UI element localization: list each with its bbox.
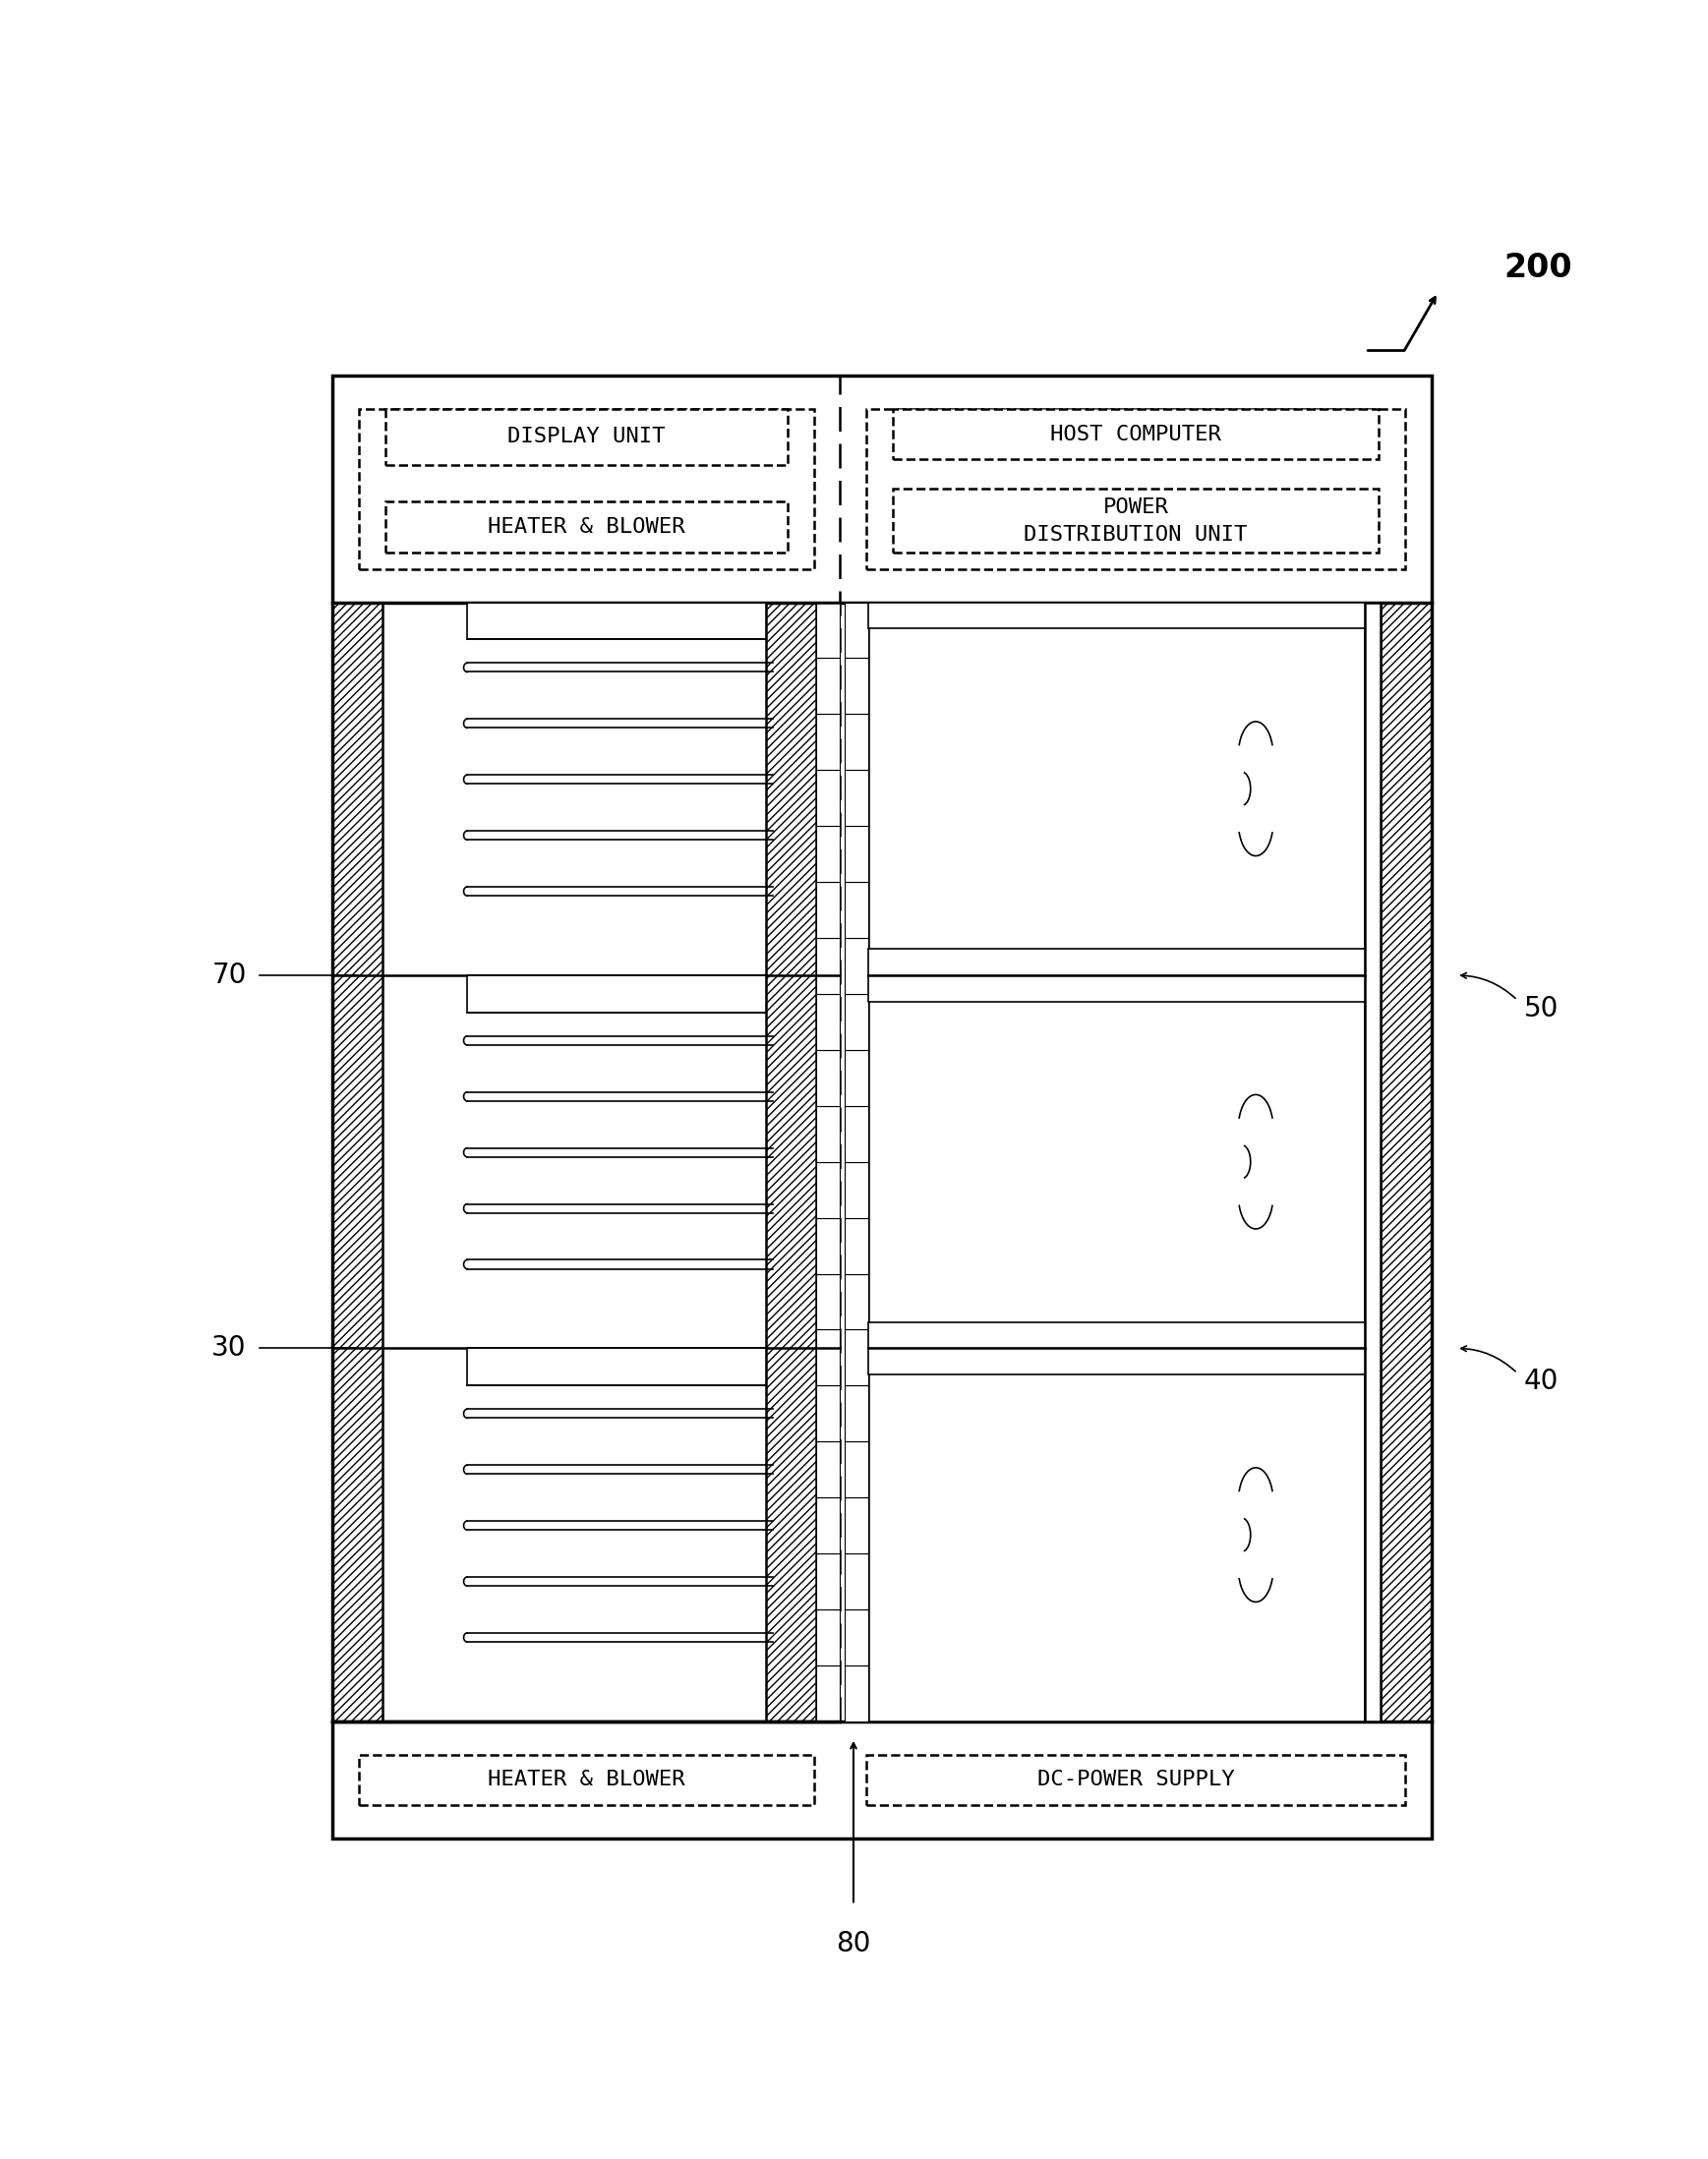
Bar bbox=[333, 376, 1431, 1839]
Bar bbox=[844, 1442, 868, 1498]
Text: 30: 30 bbox=[212, 1334, 246, 1362]
Bar bbox=[359, 1755, 813, 1805]
Text: HEATER & BLOWER: HEATER & BLOWER bbox=[488, 518, 685, 538]
Bar bbox=[893, 408, 1378, 460]
Bar bbox=[844, 1608, 868, 1665]
Bar bbox=[868, 950, 1365, 976]
Text: 70: 70 bbox=[212, 961, 246, 989]
Bar bbox=[844, 1049, 868, 1105]
Bar bbox=[816, 771, 840, 827]
Bar bbox=[816, 1386, 840, 1442]
Bar bbox=[844, 1386, 868, 1442]
Text: 50: 50 bbox=[1524, 995, 1559, 1021]
Bar bbox=[816, 602, 840, 658]
Bar bbox=[816, 1218, 840, 1274]
Text: DISPLAY UNIT: DISPLAY UNIT bbox=[507, 427, 666, 447]
Bar bbox=[844, 1162, 868, 1218]
Bar bbox=[844, 771, 868, 827]
Bar bbox=[816, 1442, 840, 1498]
Bar bbox=[868, 1349, 1365, 1721]
Bar bbox=[767, 602, 816, 1721]
Bar bbox=[386, 501, 787, 553]
Bar bbox=[816, 1330, 840, 1386]
Bar bbox=[844, 1554, 868, 1608]
Bar bbox=[816, 1665, 840, 1721]
Bar bbox=[816, 1162, 840, 1218]
Bar bbox=[333, 602, 383, 1721]
Bar bbox=[868, 1349, 1365, 1375]
Bar bbox=[868, 976, 1365, 1002]
Bar bbox=[844, 1105, 868, 1162]
Text: 80: 80 bbox=[835, 1930, 871, 1958]
Bar bbox=[844, 1665, 868, 1721]
Bar bbox=[844, 1274, 868, 1330]
Bar bbox=[844, 602, 868, 658]
Bar bbox=[844, 937, 868, 993]
Bar bbox=[816, 658, 840, 715]
Bar bbox=[844, 1218, 868, 1274]
Bar bbox=[816, 1608, 840, 1665]
Bar bbox=[844, 658, 868, 715]
Bar bbox=[816, 1105, 840, 1162]
Bar bbox=[844, 715, 868, 771]
Bar bbox=[844, 827, 868, 883]
Bar bbox=[468, 1349, 767, 1386]
Bar bbox=[868, 976, 1365, 1349]
Bar bbox=[816, 827, 840, 883]
Text: POWER
DISTRIBUTION UNIT: POWER DISTRIBUTION UNIT bbox=[1025, 497, 1247, 544]
Bar bbox=[468, 602, 767, 639]
Bar bbox=[1382, 602, 1431, 1721]
Text: DC-POWER SUPPLY: DC-POWER SUPPLY bbox=[1037, 1770, 1235, 1790]
Bar bbox=[816, 993, 840, 1049]
Text: HEATER & BLOWER: HEATER & BLOWER bbox=[488, 1770, 685, 1790]
Bar bbox=[844, 1330, 868, 1386]
Bar bbox=[844, 993, 868, 1049]
Bar bbox=[386, 408, 787, 464]
Bar bbox=[816, 937, 840, 993]
Bar bbox=[866, 408, 1404, 570]
Bar bbox=[816, 1498, 840, 1554]
Text: HOST COMPUTER: HOST COMPUTER bbox=[1050, 425, 1221, 445]
Bar bbox=[816, 1274, 840, 1330]
Bar bbox=[844, 1498, 868, 1554]
Bar bbox=[359, 408, 813, 570]
Bar bbox=[866, 1755, 1404, 1805]
Bar bbox=[893, 488, 1378, 553]
Bar bbox=[868, 602, 1365, 976]
Bar bbox=[816, 1554, 840, 1608]
Bar bbox=[844, 883, 868, 937]
Bar bbox=[868, 1321, 1365, 1349]
Text: 40: 40 bbox=[1524, 1369, 1559, 1395]
Bar bbox=[468, 976, 767, 1013]
Text: 200: 200 bbox=[1505, 253, 1573, 285]
Bar bbox=[816, 1049, 840, 1105]
Bar bbox=[1365, 602, 1382, 1721]
Bar bbox=[868, 602, 1365, 628]
Bar bbox=[816, 715, 840, 771]
Bar bbox=[816, 883, 840, 937]
